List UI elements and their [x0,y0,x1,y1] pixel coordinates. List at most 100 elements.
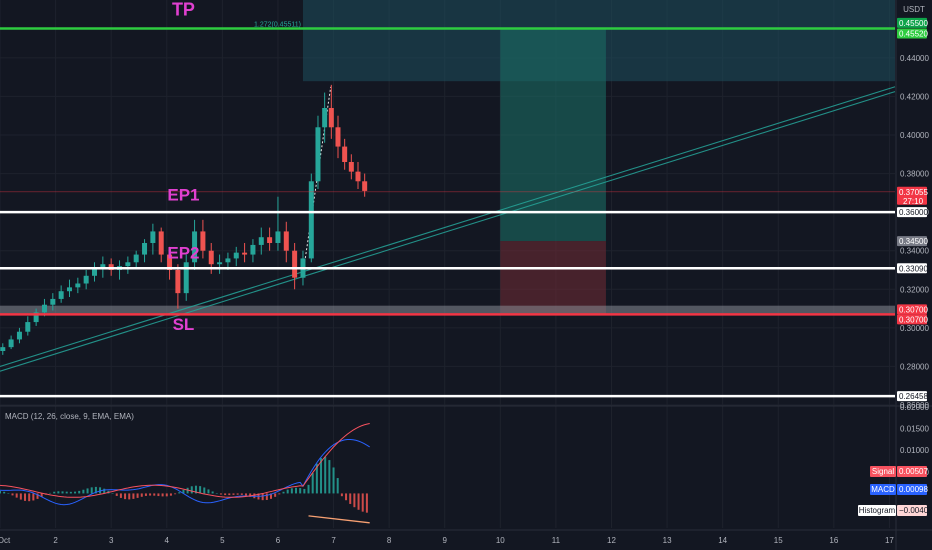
candle-body [50,298,56,305]
macd-hist-bar [224,493,227,496]
price-axis[interactable]: USDT0.260000.280000.300000.320000.340000… [897,5,929,410]
time-tick: 9 [442,536,447,545]
candle-body [58,291,64,299]
macd-hist-bar [124,493,127,500]
candle-body [125,262,131,267]
macd-line [0,439,370,506]
candle-body [250,244,256,255]
macd-hist-bar [199,486,202,494]
macd-hist-bar [32,493,35,501]
macd-tick: 0.02000 [900,403,929,412]
macd-hist-bar [290,488,293,494]
price-label: 0.45500 [899,19,928,28]
macd-name: MACD [871,485,895,494]
trend-channel [0,86,896,372]
macd-hist-bar [240,493,243,495]
macd-hist-bar [115,493,118,496]
time-tick: 10 [496,536,505,545]
candle-body [292,250,298,278]
time-tick: 13 [663,536,672,545]
macd-name-bg [870,466,896,477]
macd-hist-bar [345,493,348,501]
candle-body [142,243,148,255]
macd-hist-bar [315,463,318,494]
candle-body [0,347,6,351]
macd-hist-bar [28,493,31,502]
macd-value-bg [897,505,927,516]
price-label-bg [897,236,927,247]
macd-hist-bar [149,493,152,496]
quote-currency: USDT [903,5,925,14]
macd-hist-bar [361,493,364,512]
candle-body [25,322,31,332]
horizontal-lines[interactable] [0,27,895,398]
macd-hist-bar [320,458,323,494]
macd-hist-bar [119,493,122,498]
candle-body [16,331,22,340]
price-label-bg [897,263,927,274]
price-label: 0.34500 [899,237,928,246]
position-zones [0,0,896,315]
time-tick: 14 [718,536,727,545]
price-label: 0.26458 [899,392,928,401]
candle-body [192,231,198,263]
divergence-line [308,515,370,524]
price-label-bg [897,207,927,218]
candle-body [158,231,164,255]
macd-hist-bar [236,493,239,495]
candle-body [100,264,106,269]
time-tick: 5 [220,536,225,545]
macd-hist-bar [140,493,143,497]
annotations: TP EP1 EP2 SL [167,0,199,334]
macd-hist-bar [365,493,368,513]
annotation-ep2: EP2 [167,243,199,262]
macd-hist-bar [161,493,164,497]
macd-hist-bar [65,491,68,494]
macd-hist-bar [128,493,131,500]
macd-hist-bar [207,489,210,494]
candle-body [283,231,289,251]
macd-hist-bar [24,493,27,501]
time-tick: 7 [331,536,336,545]
price-tick: 0.32000 [900,285,929,294]
time-tick: 17 [885,536,894,545]
macd-hist-bar [282,491,285,494]
price-label-bg [897,186,927,205]
macd-hist-bar [295,487,298,494]
macd-hist-bar [215,493,218,494]
macd-hist-bar [182,489,185,494]
macd-value: −0.00409 [899,506,932,515]
candles [0,84,368,355]
macd-hist-bar [265,493,268,500]
macd-hist-bar [132,493,135,499]
time-tick: 8 [387,536,392,545]
macd-hist-bar [153,493,156,496]
macd-hist-bar [270,493,273,499]
macd-hist-bar [0,491,1,494]
macd-hist-bar [78,490,81,494]
macd-hist-bar [249,493,252,497]
macd-hist-bar [40,493,43,497]
macd-pane: 0.005000.010000.015000.02000Signal0.0050… [0,403,932,524]
price-tick: 0.26000 [900,401,929,410]
annotation-sl: SL [173,315,195,334]
candle-body [258,237,264,245]
time-tick: 6 [276,536,281,545]
time-tick: 16 [829,536,838,545]
macd-hist-bar [49,492,52,494]
candle-body [322,108,328,128]
macd-hist-bar [19,493,22,500]
macd-hist-bar [11,493,14,496]
time-tick: 15 [774,536,783,545]
macd-value-bg [897,466,927,477]
price-tick: 0.44000 [900,54,929,63]
macd-tick: 0.01500 [900,425,929,434]
candle-body [200,231,206,251]
price-label: 0.37055 [899,188,928,197]
annotation-tp: TP [172,0,195,19]
candle-body [328,108,334,128]
macd-hist-bar [286,489,289,494]
time-axis[interactable]: Oct 2 3 4 5 6 7 8 9 10 11 12 13 14 15 16 17 [0,536,894,545]
